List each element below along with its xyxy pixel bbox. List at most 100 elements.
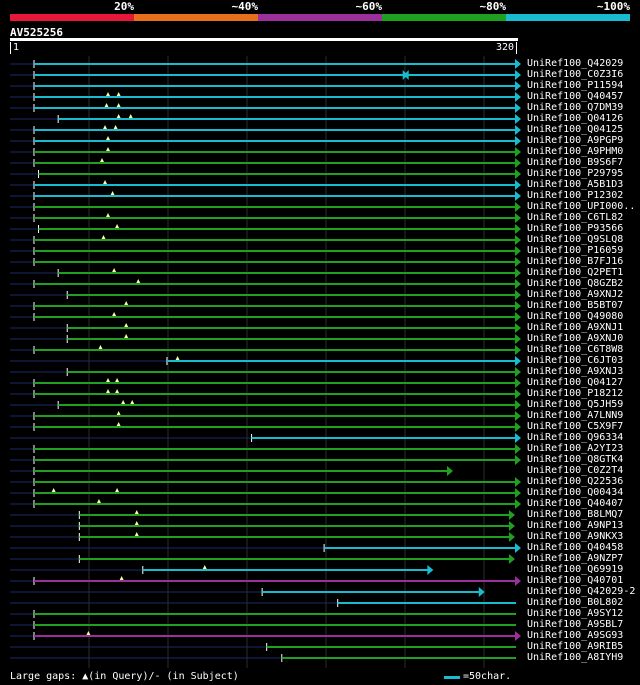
- hit-alignment-bar[interactable]: [166, 360, 516, 362]
- hit-label[interactable]: UniRef100_B7FJ16: [527, 256, 624, 267]
- hit-alignment-bar[interactable]: [34, 349, 516, 351]
- hit-label[interactable]: UniRef100_A5B1D3: [527, 179, 624, 190]
- hit-alignment-bar[interactable]: [34, 85, 516, 87]
- hit-label[interactable]: UniRef100_A9NZP7: [527, 553, 624, 564]
- hit-label[interactable]: UniRef100_P93566: [527, 223, 624, 234]
- hit-label[interactable]: UniRef100_Q7DM39: [527, 102, 624, 113]
- hit-alignment-bar[interactable]: [34, 481, 516, 483]
- hit-label[interactable]: UniRef100_P18212: [527, 388, 624, 399]
- hit-label[interactable]: UniRef100_Q8GTK4: [527, 454, 624, 465]
- hit-label[interactable]: UniRef100_Q22536: [527, 476, 624, 487]
- hit-label[interactable]: UniRef100_B0L802: [527, 597, 624, 608]
- hit-alignment-bar[interactable]: [34, 580, 516, 582]
- hit-alignment-bar[interactable]: [34, 206, 516, 208]
- hit-label[interactable]: UniRef100_A9NKX3: [527, 531, 624, 542]
- hit-label[interactable]: UniRef100_A9PHM0: [527, 146, 624, 157]
- hit-label[interactable]: UniRef100_P16059: [527, 245, 624, 256]
- hit-alignment-bar[interactable]: [34, 162, 516, 164]
- hit-label[interactable]: UniRef100_Q9SLQ8: [527, 234, 624, 245]
- hit-label[interactable]: UniRef100_A9XNJ3: [527, 366, 624, 377]
- hit-alignment-bar[interactable]: [38, 173, 516, 175]
- hit-label[interactable]: UniRef100_UPI000..: [527, 201, 636, 212]
- hit-alignment-bar[interactable]: [34, 151, 516, 153]
- hit-alignment-bar[interactable]: [34, 239, 516, 241]
- hit-alignment-bar[interactable]: [34, 635, 516, 637]
- hit-label[interactable]: UniRef100_Q04127: [527, 377, 624, 388]
- hit-alignment-bar[interactable]: [34, 140, 516, 142]
- hit-alignment-bar[interactable]: [34, 96, 516, 98]
- hit-label[interactable]: UniRef100_Q42029-2: [527, 586, 636, 597]
- hit-alignment-bar[interactable]: [34, 107, 516, 109]
- hit-alignment-bar[interactable]: [34, 261, 516, 263]
- hit-alignment-bar[interactable]: [34, 305, 516, 307]
- hit-label[interactable]: UniRef100_C0Z3I6: [527, 69, 624, 80]
- hit-label[interactable]: UniRef100_Q42029: [527, 58, 624, 69]
- hit-label[interactable]: UniRef100_C0Z2T4: [527, 465, 624, 476]
- hit-alignment-bar[interactable]: [38, 228, 516, 230]
- hit-label[interactable]: UniRef100_Q00434: [527, 487, 624, 498]
- hit-alignment-bar[interactable]: [79, 558, 510, 560]
- hit-label[interactable]: UniRef100_Q49080: [527, 311, 624, 322]
- hit-alignment-bar[interactable]: [34, 448, 516, 450]
- hit-alignment-bar[interactable]: [58, 118, 517, 120]
- hit-label[interactable]: UniRef100_A9PGP9: [527, 135, 624, 146]
- hit-label[interactable]: UniRef100_Q69919: [527, 564, 624, 575]
- hit-alignment-bar[interactable]: [67, 327, 516, 329]
- hit-alignment-bar[interactable]: [266, 646, 516, 648]
- hit-label[interactable]: UniRef100_A9XNJ1: [527, 322, 624, 333]
- hit-alignment-bar[interactable]: [34, 63, 516, 65]
- hit-label[interactable]: UniRef100_C6JT03: [527, 355, 624, 366]
- hit-alignment-bar[interactable]: [34, 382, 516, 384]
- hit-label[interactable]: UniRef100_A9SG93: [527, 630, 624, 641]
- hit-label[interactable]: UniRef100_A9XNJ0: [527, 333, 624, 344]
- hit-alignment-bar[interactable]: [67, 338, 516, 340]
- hit-alignment-bar[interactable]: [34, 129, 516, 131]
- hit-label[interactable]: UniRef100_P11594: [527, 80, 624, 91]
- hit-alignment-bar[interactable]: [337, 602, 516, 604]
- hit-alignment-bar[interactable]: [79, 536, 510, 538]
- hit-alignment-bar[interactable]: [251, 437, 516, 439]
- hit-label[interactable]: UniRef100_Q04126: [527, 113, 624, 124]
- hit-label[interactable]: UniRef100_A9XNJ2: [527, 289, 624, 300]
- hit-alignment-bar[interactable]: [34, 184, 516, 186]
- hit-label[interactable]: UniRef100_B8LMQ7: [527, 509, 624, 520]
- hit-label[interactable]: UniRef100_B5BT07: [527, 300, 624, 311]
- hit-alignment-bar[interactable]: [34, 393, 516, 395]
- hit-alignment-bar[interactable]: [58, 272, 517, 274]
- hit-alignment-bar[interactable]: [34, 217, 516, 219]
- hit-label[interactable]: UniRef100_Q8GZB2: [527, 278, 624, 289]
- hit-alignment-bar[interactable]: [34, 503, 516, 505]
- hit-alignment-bar[interactable]: [34, 283, 516, 285]
- hit-label[interactable]: UniRef100_A9SBL7: [527, 619, 624, 630]
- hit-alignment-bar[interactable]: [34, 459, 516, 461]
- hit-label[interactable]: UniRef100_A9SY12: [527, 608, 624, 619]
- hit-label[interactable]: UniRef100_C6TL82: [527, 212, 624, 223]
- hit-alignment-bar[interactable]: [79, 525, 510, 527]
- hit-alignment-bar[interactable]: [34, 624, 516, 626]
- hit-label[interactable]: UniRef100_Q5JH59: [527, 399, 624, 410]
- hit-alignment-bar[interactable]: [34, 470, 449, 472]
- hit-label[interactable]: UniRef100_A8IYH9: [527, 652, 624, 663]
- hit-label[interactable]: UniRef100_C5X9F7: [527, 421, 624, 432]
- hit-label[interactable]: UniRef100_Q96334: [527, 432, 624, 443]
- hit-alignment-bar[interactable]: [67, 294, 516, 296]
- hit-label[interactable]: UniRef100_A2YI23: [527, 443, 624, 454]
- hit-label[interactable]: UniRef100_P12302: [527, 190, 624, 201]
- hit-alignment-bar[interactable]: [262, 591, 480, 593]
- hit-alignment-bar[interactable]: [324, 547, 516, 549]
- hit-label[interactable]: UniRef100_Q2PET1: [527, 267, 624, 278]
- hit-alignment-bar[interactable]: [34, 415, 516, 417]
- hit-alignment-bar[interactable]: [58, 404, 517, 406]
- hit-label[interactable]: UniRef100_B9S6F7: [527, 157, 624, 168]
- hit-label[interactable]: UniRef100_Q40407: [527, 498, 624, 509]
- hit-label[interactable]: UniRef100_C6T8W8: [527, 344, 624, 355]
- hit-alignment-bar[interactable]: [67, 371, 516, 373]
- hit-label[interactable]: UniRef100_A7LNN9: [527, 410, 624, 421]
- hit-label[interactable]: UniRef100_P29795: [527, 168, 624, 179]
- hit-alignment-bar[interactable]: [281, 657, 516, 659]
- hit-label[interactable]: UniRef100_A9RIB5: [527, 641, 624, 652]
- hit-label[interactable]: UniRef100_Q40458: [527, 542, 624, 553]
- hit-label[interactable]: UniRef100_A9NP13: [527, 520, 624, 531]
- hit-label[interactable]: UniRef100_Q04125: [527, 124, 624, 135]
- hit-label[interactable]: UniRef100_Q40457: [527, 91, 624, 102]
